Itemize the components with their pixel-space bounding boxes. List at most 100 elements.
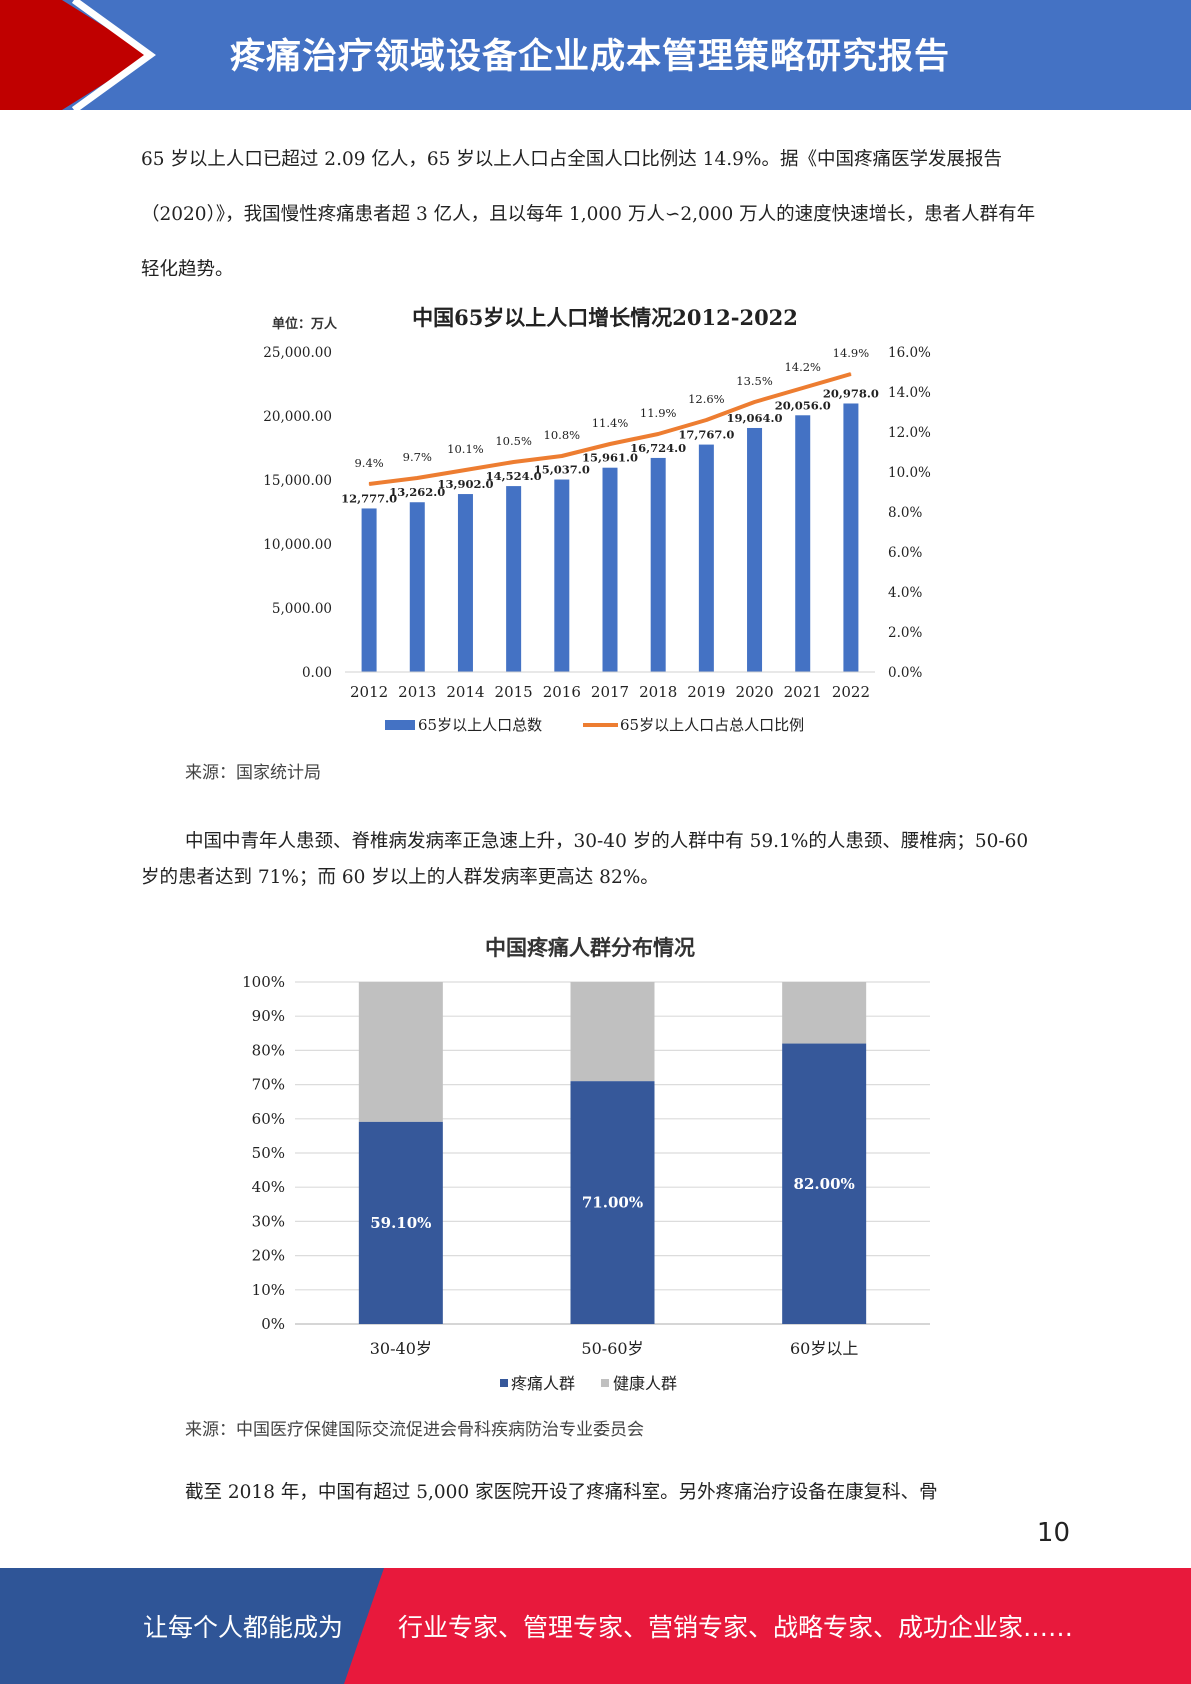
chart1-y2-tick: 16.0% (888, 345, 931, 361)
paragraph-hospitals: 截至 2018 年，中国有超过 5,000 家医院开设了疼痛科室。另外疼痛治疗设… (185, 1482, 938, 1503)
chart1-legend-bar-label: 65岁以上人口总数 (418, 716, 542, 734)
chart1-line-label: 14.9% (833, 346, 870, 360)
chart2-y-tick: 80% (252, 1041, 285, 1059)
chart1-line-label: 9.7% (403, 450, 432, 464)
chart1-bar (650, 457, 666, 672)
chart2-legend-pain-label: 疼痛人群 (511, 1374, 575, 1393)
chart1-bar-label: 12,777.0 (341, 491, 397, 505)
chart1-x-tick: 2021 (784, 683, 822, 701)
chart1-line-label: 13.5% (736, 374, 773, 388)
chart2-bar-pain (358, 1121, 443, 1324)
chart2-bar-healthy (358, 982, 443, 1122)
chart2-source: 来源：中国医疗保健国际交流促进会骨科疾病防治专业委员会 (185, 1420, 644, 1440)
chart1-x-tick: 2013 (398, 683, 436, 701)
chart1-line-label: 12.6% (688, 392, 725, 406)
chart2-bar-healthy (570, 982, 655, 1082)
chart1-x-tick: 2016 (543, 683, 581, 701)
chart1-bar-label: 13,262.0 (389, 485, 445, 499)
chart1-line-point (561, 455, 563, 457)
chart1-bar-label: 15,037.0 (534, 463, 590, 477)
chart1-unit-label: 单位：万人 (272, 316, 338, 332)
chart1-bar (795, 415, 811, 672)
chart1-bar (457, 494, 473, 672)
chart2-x-tick: 50-60岁 (581, 1339, 643, 1358)
chart2-y-tick: 100% (242, 973, 285, 991)
chart1-line-label: 10.8% (544, 428, 581, 442)
chart1-line-label: 11.4% (592, 416, 629, 430)
chart1-y-tick: 10,000.00 (263, 537, 332, 553)
chart1-x-tick: 2012 (350, 683, 388, 701)
chart1-y-tick: 15,000.00 (263, 473, 332, 489)
chart1-line-point (609, 443, 611, 445)
chart1-bar-label: 15,961.0 (582, 451, 638, 465)
chart1-bar-label: 20,978.0 (823, 386, 879, 400)
chart1-bar-label: 16,724.0 (630, 441, 686, 455)
chart1-bar (747, 427, 763, 672)
chart1-x-tick: 2017 (591, 683, 629, 701)
chart1-bar (361, 508, 377, 672)
chart2-legend-pain-swatch (500, 1379, 508, 1387)
chart2-y-tick: 50% (252, 1144, 285, 1162)
chart2-bar-label: 82.00% (794, 1175, 855, 1193)
chart2-bar-healthy (782, 982, 867, 1044)
chart1-bar-label: 14,524.0 (486, 469, 542, 483)
chart1-bar (843, 403, 859, 672)
chart1-line-point (802, 387, 804, 389)
chart1-bar (602, 467, 618, 672)
chart2-x-tick: 60岁以上 (790, 1339, 858, 1358)
chart1-y2-tick: 0.0% (888, 665, 922, 681)
report-title: 疼痛治疗领域设备企业成本管理策略研究报告 (229, 37, 950, 77)
chart1-line-label: 11.9% (640, 406, 677, 420)
chart1-line-label: 10.5% (495, 434, 532, 448)
chart1-bar (506, 486, 522, 672)
chart1-x-tick: 2022 (832, 683, 870, 701)
chart2-bar-label: 59.10% (370, 1214, 431, 1232)
page-number: 10 (1036, 1518, 1070, 1548)
chart1-legend-bar-swatch (385, 720, 415, 730)
chart1-source: 来源：国家统计局 (185, 763, 321, 783)
chart1-y2-tick: 6.0% (888, 545, 922, 561)
chart1-y2-tick: 10.0% (888, 465, 931, 481)
chart2-y-tick: 20% (252, 1247, 285, 1265)
chart1-y-tick: 20,000.00 (263, 409, 332, 425)
chart1-legend-line-label: 65岁以上人口占总人口比例 (620, 716, 804, 734)
chart1-line-point (657, 433, 659, 435)
chart1-line-label: 9.4% (354, 456, 383, 470)
chart1-bar-label: 17,767.0 (678, 428, 734, 442)
chart2-y-tick: 30% (252, 1212, 285, 1230)
chart2-legend-healthy-label: 健康人群 (613, 1374, 677, 1393)
footer-banner (0, 1568, 1191, 1684)
chart1-line-label: 10.1% (447, 442, 484, 456)
chart2-y-tick: 10% (252, 1281, 285, 1299)
header-banner (0, 0, 1191, 110)
chart2-bar-pain (570, 1081, 655, 1324)
chart2-bar-pain (782, 1043, 867, 1324)
chart1-x-tick: 2015 (495, 683, 533, 701)
chart1-bar-label: 20,056.0 (775, 398, 831, 412)
chart1-y-tick: 25,000.00 (263, 345, 332, 361)
chart1-y2-tick: 14.0% (888, 385, 931, 401)
chart1-line-point (416, 477, 418, 479)
chart1-bar (698, 444, 714, 672)
chart1-x-tick: 2020 (735, 683, 773, 701)
chart1-line-point (464, 469, 466, 471)
chart1-y2-tick: 12.0% (888, 425, 931, 441)
chart2-y-tick: 0% (261, 1315, 285, 1333)
chart1-y-tick: 5,000.00 (272, 601, 332, 617)
chart1-bar (409, 502, 425, 672)
chart1-y2-tick: 8.0% (888, 505, 922, 521)
page-footer: 让每个人都能成为 行业专家、管理专家、营销专家、战略专家、成功企业家…… (0, 1568, 1191, 1684)
chart1-y-tick: 0.00 (302, 665, 332, 681)
chart2-bar-label: 71.00% (582, 1194, 643, 1212)
chart1-x-tick: 2019 (687, 683, 725, 701)
chart1-y2-tick: 4.0% (888, 585, 922, 601)
chart2-y-tick: 60% (252, 1110, 285, 1128)
footer-slogan-right: 行业专家、管理专家、营销专家、战略专家、成功企业家…… (398, 1613, 1074, 1642)
chart1-line-point (850, 373, 852, 375)
paragraph-population: 65 岁以上人口已超过 2.09 亿人，65 岁以上人口占全国人口比例达 14.… (141, 149, 1036, 280)
chart1-line-point (754, 401, 756, 403)
chart1-x-tick: 2018 (639, 683, 677, 701)
chart1-title: 中国65岁以上人口增长情况2012-2022 (412, 305, 798, 330)
chart2-legend-healthy-swatch (601, 1379, 609, 1387)
chart1-line-point (368, 483, 370, 485)
